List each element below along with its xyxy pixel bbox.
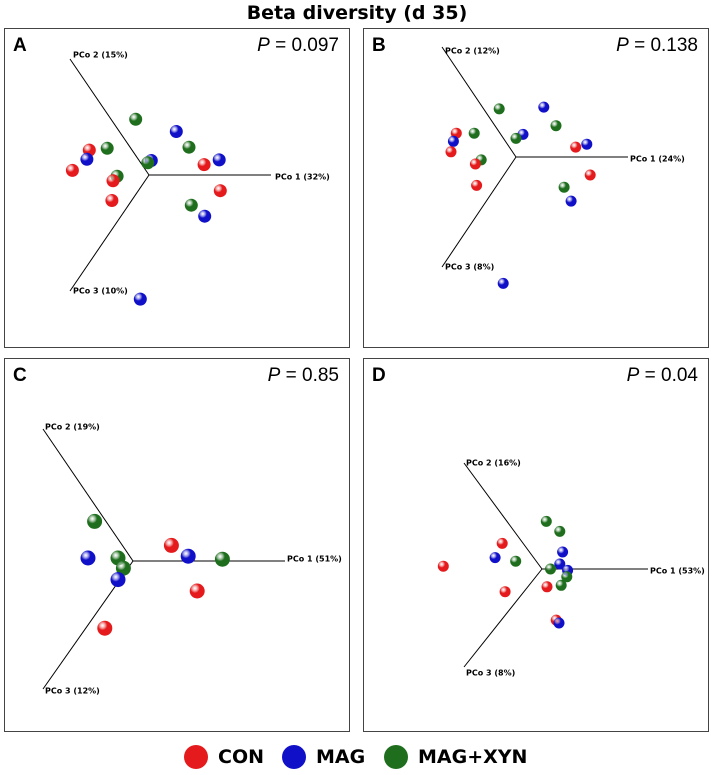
sample-point-mag bbox=[581, 138, 593, 150]
sample-point-con bbox=[65, 163, 79, 177]
legend-item-mag: MAG bbox=[282, 740, 365, 774]
biplot-d: PCo 1 (53%) PCo 2 (16%) PCo 3 (8%) bbox=[437, 459, 705, 678]
sample-point-mag bbox=[553, 617, 565, 629]
axis-pco2-b bbox=[441, 46, 517, 158]
axis-label-pco3-a: PCo 3 (10%) bbox=[73, 287, 128, 296]
sample-point-mag bbox=[489, 552, 501, 564]
sample-point-con bbox=[469, 158, 481, 170]
legend-label-magxyn: MAG+XYN bbox=[418, 746, 528, 768]
sample-point-magxyn bbox=[555, 579, 567, 591]
sample-point-mag bbox=[557, 546, 569, 558]
panel-b: PCo 1 (24%) PCo 2 (12%) PCo 3 (8%) B P = 0… bbox=[363, 28, 709, 348]
sample-point-mag bbox=[447, 135, 459, 147]
axis-label-pco1-a: PCo 1 (32%) bbox=[275, 173, 330, 182]
axis-pco3-d bbox=[463, 568, 543, 668]
sample-point-mag bbox=[497, 277, 509, 289]
panel-d: PCo 1 (53%) PCo 2 (16%) PCo 3 (8%) D P = 0… bbox=[363, 358, 709, 732]
p-value-b: P = 0.138 bbox=[616, 35, 698, 56]
sample-point-con bbox=[106, 174, 120, 188]
sample-point-mag bbox=[554, 558, 566, 570]
sample-point-magxyn bbox=[468, 127, 480, 139]
panel-c: PCo 1 (51%) PCo 2 (19%) PCo 3 (12%) C P = … bbox=[4, 358, 350, 732]
sample-point-magxyn bbox=[540, 515, 552, 527]
panel-letter-c: C bbox=[13, 365, 27, 386]
axis-pco2-d bbox=[463, 462, 543, 570]
panel-letter-d: D bbox=[372, 365, 386, 386]
sample-point-mag bbox=[180, 548, 196, 564]
axis-pco2-c bbox=[42, 428, 134, 562]
sample-point-con bbox=[163, 537, 179, 553]
sample-point-con bbox=[105, 194, 119, 207]
sample-point-con bbox=[189, 583, 205, 599]
axis-pco2-a bbox=[69, 58, 150, 176]
sample-point-con bbox=[213, 184, 227, 198]
legend: CON MAG MAG+XYN bbox=[0, 740, 714, 774]
sample-point-magxyn bbox=[493, 103, 505, 115]
sample-point-con bbox=[445, 146, 457, 158]
sample-point-mag bbox=[565, 195, 577, 207]
sample-point-magxyn bbox=[141, 156, 155, 170]
legend-dot-con bbox=[184, 745, 208, 769]
axis-label-pco1-c: PCo 1 (51%) bbox=[287, 555, 342, 564]
legend-dot-mag bbox=[282, 745, 306, 769]
sample-point-mag bbox=[133, 292, 147, 306]
sample-point-mag bbox=[169, 125, 183, 138]
sample-point-con bbox=[541, 581, 553, 593]
axis-pco3-b bbox=[441, 156, 517, 268]
panel-a: PCo 1 (32%) PCo 2 (15%) PCo 3 (10%) A P = … bbox=[4, 28, 350, 348]
sample-point-magxyn bbox=[510, 132, 522, 144]
axis-label-pco3-c: PCo 3 (12%) bbox=[45, 687, 100, 696]
sample-point-magxyn bbox=[129, 112, 143, 126]
sample-point-mag bbox=[110, 572, 126, 588]
sample-point-magxyn bbox=[182, 140, 196, 154]
p-value-c: P = 0.85 bbox=[267, 365, 339, 386]
sample-point-magxyn bbox=[554, 525, 566, 537]
sample-point-magxyn bbox=[561, 571, 573, 583]
sample-point-mag bbox=[198, 209, 212, 223]
legend-label-mag: MAG bbox=[316, 746, 366, 768]
axis-pco3-a bbox=[69, 174, 150, 292]
sample-point-magxyn bbox=[550, 120, 562, 132]
p-value-a: P = 0.097 bbox=[257, 35, 339, 56]
legend-item-con: CON bbox=[184, 740, 264, 774]
sample-point-mag bbox=[538, 101, 550, 113]
biplot-c: PCo 1 (51%) PCo 2 (19%) PCo 3 (12%) bbox=[42, 423, 342, 696]
legend-item-magxyn: MAG+XYN bbox=[384, 740, 527, 774]
panel-letter-b: B bbox=[372, 35, 386, 56]
sample-point-con bbox=[570, 141, 582, 153]
axis-label-pco3-b: PCo 3 (8%) bbox=[445, 263, 494, 272]
sample-point-magxyn bbox=[545, 563, 556, 575]
sample-point-mag bbox=[212, 153, 226, 167]
sample-point-con bbox=[197, 158, 211, 172]
axis-label-pco1-d: PCo 1 (53%) bbox=[650, 567, 705, 576]
axis-label-pco2-d: PCo 2 (16%) bbox=[466, 459, 521, 468]
sample-point-mag bbox=[80, 550, 96, 566]
axis-label-pco1-b: PCo 1 (24%) bbox=[630, 155, 685, 164]
sample-point-con bbox=[496, 537, 508, 549]
sample-point-magxyn bbox=[100, 141, 114, 155]
axis-label-pco2-a: PCo 2 (15%) bbox=[73, 51, 128, 60]
axis-label-pco2-b: PCo 2 (12%) bbox=[445, 47, 500, 56]
legend-label-con: CON bbox=[218, 746, 264, 768]
sample-point-mag bbox=[80, 152, 94, 166]
sample-point-con bbox=[471, 179, 483, 191]
sample-point-magxyn bbox=[214, 551, 230, 567]
panel-letter-a: A bbox=[13, 35, 27, 56]
sample-point-magxyn bbox=[115, 560, 131, 576]
sample-point-con bbox=[437, 560, 449, 572]
biplot-a: PCo 1 (32%) PCo 2 (15%) PCo 3 (10%) bbox=[65, 51, 330, 306]
legend-dot-magxyn bbox=[384, 745, 408, 769]
axis-label-pco3-d: PCo 3 (8%) bbox=[466, 669, 515, 678]
sample-point-con bbox=[97, 620, 113, 636]
axis-label-pco2-c: PCo 2 (19%) bbox=[45, 423, 100, 432]
sample-point-con bbox=[499, 586, 511, 598]
sample-point-magxyn bbox=[184, 198, 198, 212]
p-value-d: P = 0.04 bbox=[626, 365, 698, 386]
figure-title: Beta diversity (d 35) bbox=[246, 2, 468, 24]
sample-point-con bbox=[584, 169, 596, 181]
sample-point-magxyn bbox=[510, 555, 522, 567]
sample-point-magxyn bbox=[87, 513, 103, 529]
sample-point-magxyn bbox=[558, 181, 570, 193]
biplot-b: PCo 1 (24%) PCo 2 (12%) PCo 3 (8%) bbox=[441, 46, 685, 289]
